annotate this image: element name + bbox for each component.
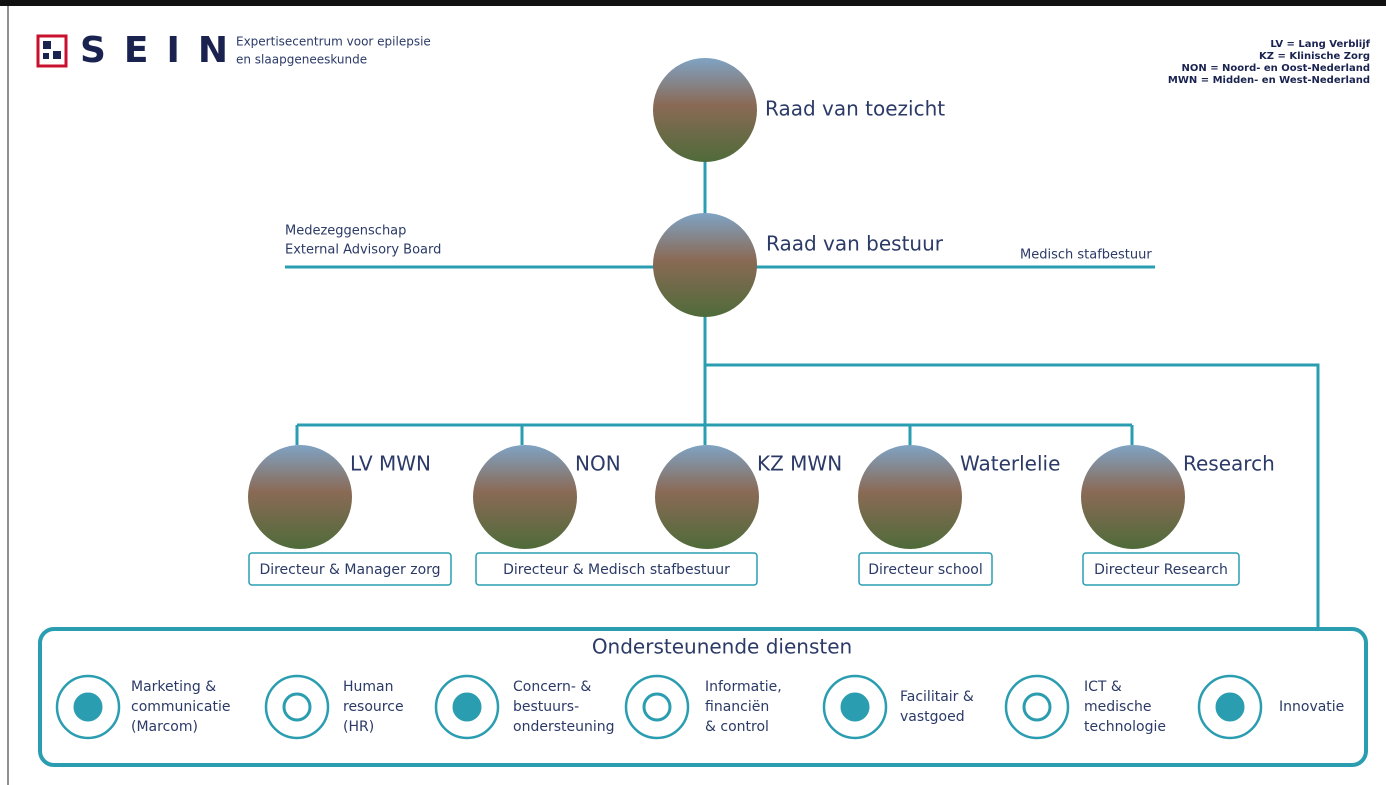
director-box [475,552,758,586]
photo [653,213,757,317]
service-icon [1004,674,1070,740]
service-icon-glyph [282,692,312,722]
service-label: Human [343,679,394,695]
photo [655,445,759,549]
service-icon-glyph [1022,692,1052,722]
director-label: Directeur & Medisch stafbestuur [503,562,730,578]
service-label: Facilitair & [900,689,974,705]
unit-label: Research [1183,452,1275,476]
photo [653,58,757,162]
service-icon [624,674,690,740]
service-label: medische [1084,699,1152,715]
unit-label: LV MWN [350,452,431,476]
service-icon-glyph [1215,692,1245,722]
director-label: Directeur & Manager zorg [259,562,440,578]
photo [473,445,577,549]
tagline: Expertisecentrum voor epilepsie [236,35,431,49]
service-label: technologie [1084,719,1166,735]
director-box [248,552,452,586]
director-label: Directeur school [868,562,983,578]
service-icon-glyph [73,692,103,722]
legend-line: MWN = Midden- en West-Nederland [1168,75,1370,86]
top-bar [0,0,1386,6]
service-label: resource [343,699,404,715]
service-label: Informatie, [705,679,782,695]
services: Marketing & communicatie (Marcom) Human reso… [55,674,1344,740]
units: LV MWN NON KZ MWN Waterlelie Research Directe… [248,445,1275,586]
tagline: en slaapgeneeskunde [236,53,367,67]
node-label: Raad van toezicht [765,97,945,121]
side-label: External Advisory Board [285,243,441,258]
service-label: bestuurs- [513,699,579,715]
side-label: Medezeggenschap [285,224,406,239]
service-label: Marketing & [131,679,216,695]
services-box [38,627,1368,767]
photo [1081,445,1185,549]
service-label: (Marcom) [131,719,198,735]
legend-line: LV = Lang Verblijf [1270,39,1370,50]
service-label: & control [705,719,769,735]
director-label: Directeur Research [1094,562,1228,578]
logo-text: SEIN [80,30,246,71]
service-label: ondersteuning [513,719,615,735]
service-icon-glyph [840,692,870,722]
service-icon-glyph [642,692,672,722]
director-box [858,552,993,586]
service-label: vastgoed [900,709,965,725]
unit-label: KZ MWN [757,452,842,476]
unit-label: Waterlelie [960,452,1060,476]
service-icon-glyph [452,692,482,722]
service-label: financiën [705,699,769,715]
photo [248,445,352,549]
unit-label: NON [575,452,621,476]
photo [858,445,962,549]
services-title: Ondersteunende diensten [592,635,852,659]
director-box [1082,552,1240,586]
service-label: communicatie [131,699,230,715]
legend-line: NON = Noord- en Oost-Nederland [1181,63,1370,74]
service-icon [264,674,330,740]
legend-line: KZ = Klinische Zorg [1259,51,1370,62]
side-label: Medisch stafbestuur [1020,248,1152,263]
logo: SEIN [36,30,246,71]
node-label: Raad van bestuur [766,232,944,256]
service-label: (HR) [343,719,374,735]
service-label: Concern- & [513,679,591,695]
service-label: Innovatie [1279,699,1344,715]
service-label: ICT & [1084,679,1122,695]
